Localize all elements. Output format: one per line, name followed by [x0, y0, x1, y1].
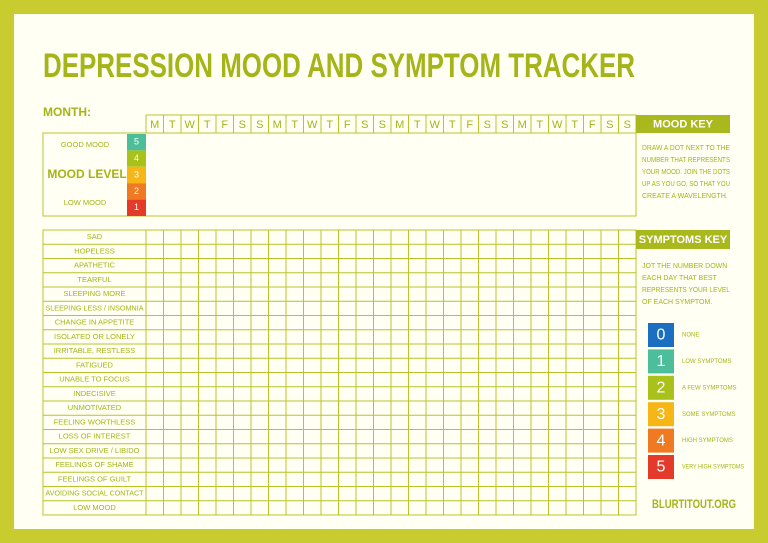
day-label: W [552, 119, 563, 131]
mood-key-text: UP AS YOU GO, SO THAT YOU [642, 181, 730, 188]
symptom-label: TEARFUL [77, 275, 111, 284]
mood-level-swatch [127, 134, 146, 151]
symptom-label: INDECISIVE [73, 389, 116, 398]
key-swatch [648, 349, 674, 374]
mood-key-header [636, 115, 730, 133]
month-label: MONTH: [43, 105, 91, 119]
day-label: T [414, 119, 421, 131]
key-number: 4 [657, 432, 666, 449]
symptom-label: FEELINGS OF GUILT [58, 474, 132, 483]
mood-level-number: 1 [134, 202, 139, 212]
mood-key-title: MOOD KEY [653, 118, 714, 130]
day-label: T [204, 119, 211, 131]
day-label: T [449, 119, 456, 131]
mood-level-swatch [127, 166, 146, 184]
day-label: F [221, 119, 228, 131]
symptoms-key-title: SYMPTOMS KEY [639, 234, 728, 246]
symptom-label: LOW SEX DRIVE / LIBIDO [49, 446, 139, 455]
symptom-label: ISOLATED OR LONELY [54, 332, 135, 341]
symptom-label: SAD [87, 232, 103, 241]
key-label: SOME SYMPTOMS [682, 412, 736, 418]
symptoms-key-text: EACH DAY THAT BEST [642, 275, 718, 282]
key-label: A FEW SYMPTOMS [682, 385, 737, 391]
symptom-label: IRRITABLE, RESTLESS [54, 346, 136, 355]
key-label: HIGH SYMPTOMS [682, 438, 733, 444]
day-label: M [395, 119, 404, 131]
day-label: S [501, 119, 508, 131]
key-label: NONE [682, 333, 699, 339]
symptoms-key-text: JOT THE NUMBER DOWN [642, 263, 727, 270]
key-number: 3 [657, 406, 666, 423]
symptoms-key-header [636, 230, 730, 249]
key-label: VERY HIGH SYMPTOMS [682, 465, 744, 471]
symptom-label: FATIGUED [76, 360, 114, 369]
day-label: T [291, 119, 298, 131]
symptom-label: CHANGE IN APPETITE [55, 318, 135, 327]
mood-level-swatch [127, 183, 146, 200]
day-label: T [169, 119, 176, 131]
mood-box [42, 132, 637, 217]
mood-level-swatch [127, 199, 146, 216]
symptom-label: UNABLE TO FOCUS [59, 375, 130, 384]
mood-level-number: 4 [134, 153, 139, 163]
day-label: T [571, 119, 578, 131]
day-label: S [361, 119, 368, 131]
good-mood-label: GOOD MOOD [61, 140, 110, 149]
day-label: S [624, 119, 631, 131]
key-swatch [648, 402, 674, 427]
mood-level-swatch [127, 150, 146, 167]
mood-key-text: CREATE A WAVELENGTH. [642, 193, 728, 200]
mood-level-number: 2 [134, 186, 139, 196]
day-label: W [307, 119, 318, 131]
day-label: S [256, 119, 263, 131]
key-swatch [648, 428, 674, 453]
key-swatch [648, 375, 674, 400]
day-label: S [606, 119, 613, 131]
key-swatch [648, 455, 674, 479]
symptom-label: LOW MOOD [73, 503, 116, 512]
mood-level-number: 3 [134, 169, 139, 179]
day-label: F [344, 119, 351, 131]
symptom-label: AVOIDING SOCIAL CONTACT [46, 489, 144, 498]
key-number: 5 [657, 459, 666, 476]
key-number: 2 [657, 380, 666, 397]
symptom-label: SLEEPING LESS / INSOMNIA [46, 303, 144, 312]
day-label: M [150, 119, 159, 131]
day-label: S [379, 119, 386, 131]
day-label: F [466, 119, 473, 131]
mood-key-text: YOUR MOOD. JOIN THE DOTS [642, 169, 730, 176]
day-label: W [185, 119, 196, 131]
day-label: T [326, 119, 333, 131]
mood-key-text: NUMBER THAT REPRESENTS [642, 157, 730, 164]
symptom-label: FEELINGS OF SHAME [55, 460, 133, 469]
mood-key-text: DRAW A DOT NEXT TO THE [642, 145, 730, 152]
sheet [14, 14, 754, 529]
footer: BLURTITOUT.ORG [652, 497, 736, 511]
mood-level-number: 5 [134, 137, 139, 147]
key-swatch [648, 323, 674, 347]
symptom-label: FEELING WORTHLESS [54, 417, 136, 426]
symptom-label: SLEEPING MORE [63, 289, 125, 298]
key-number: 0 [657, 327, 666, 344]
symptoms-key-text: REPRESENTS YOUR LEVEL [642, 287, 730, 294]
low-mood-label: LOW MOOD [64, 198, 107, 207]
day-label: S [239, 119, 246, 131]
symptom-label: HOPELESS [74, 246, 114, 255]
symptom-label: APATHETIC [74, 261, 116, 270]
day-label: M [518, 119, 527, 131]
title: DEPRESSION MOOD AND SYMPTOM TRACKER [43, 47, 635, 85]
key-number: 1 [657, 353, 666, 370]
symptoms-key-text: OF EACH SYMPTOM. [642, 299, 712, 306]
symptom-label: LOSS OF INTEREST [59, 432, 131, 441]
symptom-label: UNMOTIVATED [68, 403, 122, 412]
day-label: M [273, 119, 282, 131]
day-label: F [589, 119, 596, 131]
key-label: LOW SYMPTOMS [682, 359, 732, 365]
day-label: S [484, 119, 491, 131]
day-label: T [536, 119, 543, 131]
mood-level-label: MOOD LEVEL [47, 167, 126, 181]
day-label: W [430, 119, 441, 131]
